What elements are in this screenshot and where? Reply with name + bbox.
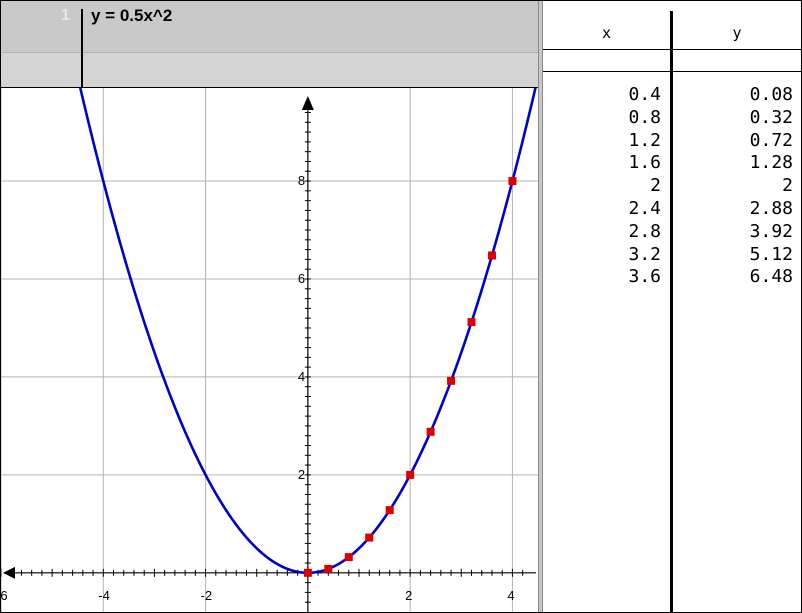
data-point bbox=[487, 251, 496, 260]
table-header-y: y bbox=[732, 24, 742, 42]
axes bbox=[1, 96, 536, 612]
equation-entry-bar[interactable]: 1 y = 0.5x^2 bbox=[1, 1, 538, 88]
curve-layer bbox=[78, 88, 537, 575]
data-point bbox=[406, 470, 415, 479]
equation-index: 1 bbox=[61, 7, 70, 24]
x-tick-label: -4 bbox=[98, 588, 110, 603]
data-point bbox=[324, 564, 333, 573]
data-point bbox=[508, 177, 517, 186]
x-axis-arrow bbox=[3, 566, 15, 579]
table-cell-x: 2.8 bbox=[628, 220, 661, 242]
table-cell-x: 2 bbox=[650, 175, 661, 197]
function-curve bbox=[78, 88, 537, 575]
y-tick-label: 4 bbox=[298, 369, 305, 384]
table-cell-x: 0.4 bbox=[628, 84, 661, 105]
points-layer bbox=[303, 177, 517, 577]
grid bbox=[1, 88, 538, 612]
table-cell-x: 1.2 bbox=[628, 129, 661, 151]
table-cell-y: 2 bbox=[782, 175, 793, 197]
table-cell-x: 0.8 bbox=[628, 106, 661, 128]
x-tick-label: -6 bbox=[1, 588, 8, 603]
y-tick-label: 2 bbox=[298, 467, 305, 482]
table-cell-x: 1.6 bbox=[628, 152, 661, 174]
data-point bbox=[365, 533, 374, 542]
x-tick-label: 4 bbox=[507, 588, 514, 603]
table-cell-x: 2.4 bbox=[628, 198, 661, 219]
table-cell-x: 3.2 bbox=[628, 243, 661, 265]
column-divider bbox=[670, 11, 673, 612]
data-point bbox=[447, 376, 456, 385]
value-table: x y 0.4 0.08 0.8 0.32 1.2 0.72 1.6 1.28 2 2 2.4 2.8… bbox=[543, 1, 801, 612]
y-tick-label: 6 bbox=[298, 271, 305, 286]
data-point bbox=[303, 568, 312, 577]
table-cell-y: 0.72 bbox=[749, 129, 793, 151]
y-tick-label: 8 bbox=[298, 173, 305, 188]
equation-text[interactable]: y = 0.5x^2 bbox=[91, 6, 173, 25]
table-cell-y: 0.08 bbox=[749, 84, 793, 105]
text-cursor bbox=[81, 9, 83, 87]
graph-canvas[interactable]: -6 -4 -2 2 4 2 4 6 8 bbox=[1, 88, 538, 612]
table-cell-y: 3.92 bbox=[749, 220, 793, 242]
data-point bbox=[385, 506, 394, 515]
table-cell-y: 6.48 bbox=[749, 266, 793, 288]
equation-strip bbox=[1, 1, 538, 53]
table-cell-y: 5.12 bbox=[749, 243, 793, 265]
table-cell-x: 3.6 bbox=[628, 266, 661, 288]
x-tick-label: 2 bbox=[405, 588, 412, 603]
data-point bbox=[467, 318, 476, 327]
table-cell-y: 1.28 bbox=[749, 152, 793, 174]
panel-splitter[interactable] bbox=[538, 1, 543, 612]
data-point bbox=[426, 427, 435, 436]
tick-labels: -6 -4 -2 2 4 2 4 6 8 bbox=[1, 173, 515, 603]
x-tick-label: -2 bbox=[201, 588, 213, 603]
table-cell-y: 2.88 bbox=[749, 198, 793, 219]
table-header-x: x bbox=[601, 24, 612, 42]
table-cell-y: 0.32 bbox=[749, 106, 793, 128]
data-point bbox=[344, 553, 353, 562]
